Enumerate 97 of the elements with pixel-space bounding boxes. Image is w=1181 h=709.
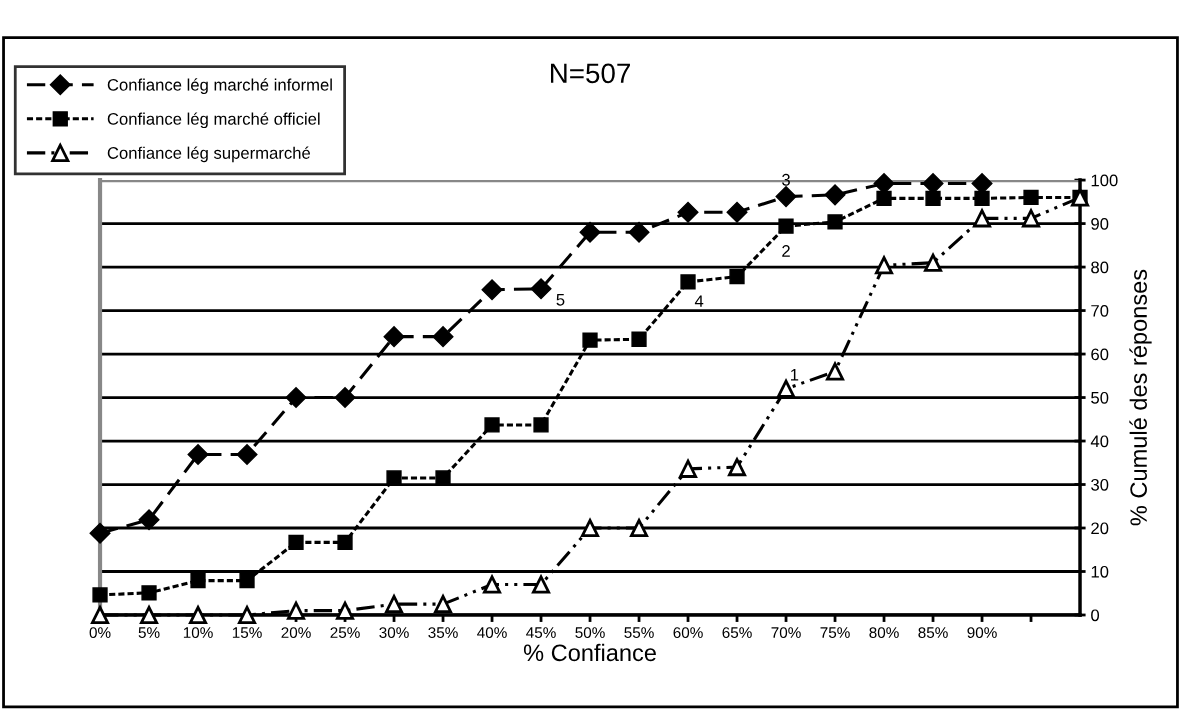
point — [925, 190, 941, 206]
point — [530, 278, 552, 300]
x-tick-label: 25% — [330, 627, 360, 639]
point — [189, 605, 208, 625]
point — [435, 470, 451, 486]
point — [481, 279, 503, 301]
x-tick-label: 85% — [918, 627, 948, 639]
point — [141, 585, 157, 601]
annotation: 5 — [556, 294, 565, 306]
x-tick-label: 0% — [89, 627, 111, 639]
x-tick-label: 35% — [428, 627, 458, 639]
point — [531, 573, 551, 594]
point — [974, 190, 990, 206]
point — [385, 595, 404, 614]
point — [89, 522, 111, 544]
x-tick-label: 15% — [232, 627, 262, 639]
legend-label: Confiance lég marché informel — [107, 78, 332, 95]
point — [287, 601, 306, 620]
point — [334, 387, 356, 409]
point — [92, 587, 108, 603]
y-tick-label: 90 — [1091, 217, 1109, 230]
point — [239, 572, 255, 589]
x-tick-label: 70% — [771, 627, 801, 639]
point — [579, 221, 601, 243]
annotation: 1 — [791, 369, 799, 381]
legend-label: Confiance lég marché officiel — [107, 112, 320, 129]
point — [924, 253, 943, 272]
point — [140, 605, 159, 625]
point — [628, 221, 650, 243]
point — [91, 605, 110, 625]
x-tick-label: 55% — [624, 627, 654, 639]
point — [824, 184, 846, 206]
y-tick-label: 60 — [1091, 348, 1109, 361]
point — [827, 214, 843, 230]
point — [383, 326, 405, 348]
x-tick-label: 90% — [967, 627, 997, 639]
x-tick-label: 80% — [869, 627, 899, 639]
point — [190, 572, 206, 589]
point — [187, 443, 209, 466]
point — [777, 379, 796, 398]
point — [726, 201, 748, 223]
point — [482, 573, 502, 594]
y-tick-label: 0 — [1091, 609, 1100, 622]
point — [386, 470, 402, 486]
point — [582, 332, 598, 348]
legend-label: Confiance lég supermarché — [107, 146, 311, 163]
x-tick-label: 10% — [183, 627, 213, 639]
point — [679, 459, 698, 478]
point — [337, 534, 353, 550]
point — [1022, 209, 1041, 228]
point — [238, 605, 257, 625]
point — [336, 601, 355, 620]
point — [581, 518, 600, 538]
point — [778, 218, 794, 234]
annotation: 3 — [782, 173, 790, 186]
point — [236, 443, 258, 466]
point — [1023, 189, 1039, 206]
point — [285, 387, 307, 409]
point — [630, 518, 649, 538]
point — [631, 331, 647, 347]
y-tick-label: 80 — [1091, 261, 1109, 274]
y-tick-label: 40 — [1090, 435, 1109, 448]
y-tick-label: 30 — [1091, 478, 1109, 491]
x-tick-label: 20% — [281, 627, 311, 639]
point — [533, 417, 549, 433]
point — [728, 458, 747, 477]
x-axis-title: % Confiance — [523, 643, 656, 662]
point — [973, 209, 992, 228]
point — [876, 190, 892, 206]
y-axis-title: % Cumulé des réponses — [1129, 269, 1152, 526]
y-tick-label: 70 — [1091, 304, 1109, 317]
x-tick-label: 50% — [575, 627, 605, 639]
point — [677, 201, 699, 223]
x-tick-label: 30% — [379, 627, 409, 639]
annotation: 2 — [782, 245, 790, 257]
point — [775, 186, 797, 208]
point — [875, 256, 894, 275]
point — [288, 534, 304, 550]
y-tick-label: 10 — [1091, 565, 1109, 578]
x-tick-label: 75% — [820, 627, 850, 639]
point — [138, 509, 160, 531]
point — [826, 362, 845, 381]
point — [434, 595, 453, 614]
point — [729, 268, 745, 285]
y-tick-label: 20 — [1091, 522, 1109, 535]
x-tick-label: 60% — [673, 627, 703, 639]
x-tick-label: 5% — [138, 627, 160, 639]
point — [484, 417, 500, 433]
x-tick-label: 40% — [477, 627, 507, 639]
x-tick-label: 45% — [526, 627, 556, 639]
x-tick-label: 65% — [722, 627, 752, 639]
point — [680, 274, 696, 290]
y-tick-label: 100 — [1091, 174, 1118, 187]
y-tick-label: 50 — [1091, 391, 1109, 404]
point — [432, 326, 454, 348]
chart-title: N=507 — [550, 63, 630, 84]
annotation: 4 — [694, 295, 704, 307]
